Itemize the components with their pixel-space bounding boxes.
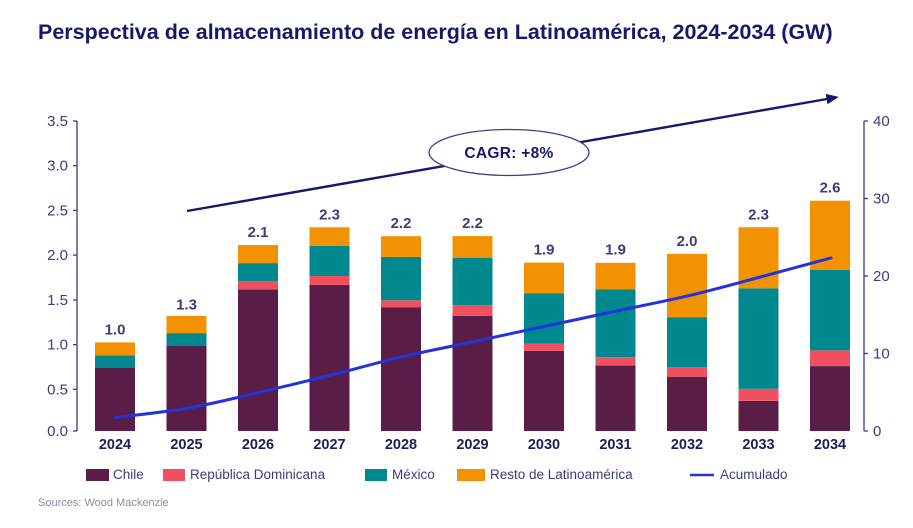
svg-text:2025: 2025 xyxy=(170,437,202,453)
svg-text:30: 30 xyxy=(873,191,890,208)
svg-text:1.5: 1.5 xyxy=(47,292,68,309)
svg-text:2033: 2033 xyxy=(742,437,774,453)
svg-text:1.3: 1.3 xyxy=(176,297,197,314)
svg-text:2028: 2028 xyxy=(385,437,417,453)
svg-text:2032: 2032 xyxy=(671,437,703,453)
svg-text:1.9: 1.9 xyxy=(605,242,626,259)
svg-text:1.9: 1.9 xyxy=(534,242,555,259)
svg-text:0.5: 0.5 xyxy=(47,381,68,398)
svg-text:2027: 2027 xyxy=(313,437,345,453)
svg-text:2.3: 2.3 xyxy=(319,206,340,223)
svg-text:México: México xyxy=(392,467,435,482)
svg-text:0.0: 0.0 xyxy=(47,423,68,440)
svg-text:2026: 2026 xyxy=(242,437,274,453)
svg-text:2.3: 2.3 xyxy=(748,206,769,223)
svg-text:2.5: 2.5 xyxy=(47,202,68,219)
svg-text:2024: 2024 xyxy=(99,437,131,453)
svg-text:2034: 2034 xyxy=(814,437,846,453)
svg-text:0: 0 xyxy=(873,423,881,440)
svg-text:República Dominicana: República Dominicana xyxy=(190,467,326,482)
svg-text:Resto de Latinoamérica: Resto de Latinoamérica xyxy=(490,467,633,482)
svg-text:2030: 2030 xyxy=(528,437,560,453)
svg-text:2031: 2031 xyxy=(599,437,631,453)
svg-text:2.0: 2.0 xyxy=(677,233,698,250)
svg-text:2.6: 2.6 xyxy=(820,180,841,197)
svg-text:2.1: 2.1 xyxy=(248,224,269,241)
svg-text:Chile: Chile xyxy=(113,467,144,482)
svg-text:2.2: 2.2 xyxy=(462,215,483,232)
svg-text:3.5: 3.5 xyxy=(47,113,68,130)
svg-text:2.0: 2.0 xyxy=(47,247,68,264)
svg-text:10: 10 xyxy=(873,346,890,363)
svg-text:Acumulado: Acumulado xyxy=(720,467,788,482)
svg-text:40: 40 xyxy=(873,113,890,130)
svg-text:1.0: 1.0 xyxy=(105,321,126,338)
svg-text:2029: 2029 xyxy=(456,437,488,453)
svg-text:2.2: 2.2 xyxy=(391,215,412,232)
svg-text:3.0: 3.0 xyxy=(47,158,68,175)
svg-text:1.0: 1.0 xyxy=(47,337,68,354)
svg-text:20: 20 xyxy=(873,268,890,285)
svg-text:CAGR: +8%: CAGR: +8% xyxy=(464,145,553,162)
